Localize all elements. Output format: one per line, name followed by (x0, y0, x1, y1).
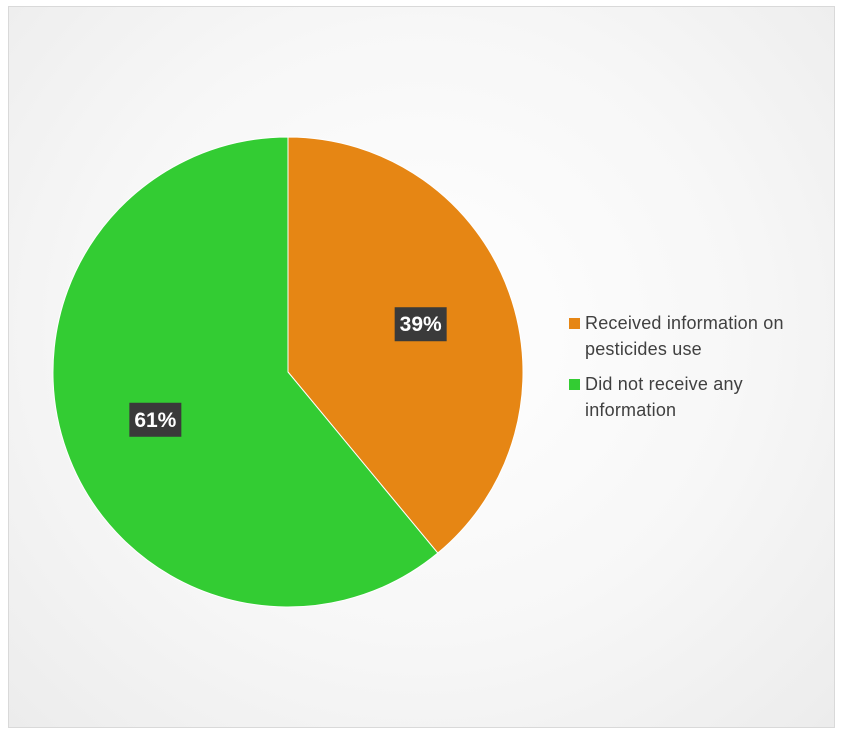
data-label-received-box (394, 307, 447, 342)
legend-label-received: Received information on pesticides use (585, 313, 784, 359)
pie-slice-not-received (52, 136, 439, 608)
data-label-not-received: 61% (129, 402, 182, 437)
legend: Received information on pesticides use D… (569, 310, 834, 432)
data-label-received-text: 39% (400, 313, 442, 336)
legend-label-not-received: Did not receive any information (585, 374, 743, 420)
data-label-received: 39% (394, 307, 447, 342)
data-label-not-received-box (129, 402, 182, 437)
pie-slice-received (287, 136, 524, 554)
chart-area: 39% 61% Received information on pesticide… (8, 6, 835, 728)
pie-chart: 39% 61% (52, 136, 524, 608)
data-label-not-received-text: 61% (134, 409, 176, 432)
legend-item-not-received: Did not receive any information (569, 371, 834, 423)
legend-swatch-not-received (569, 379, 580, 390)
legend-swatch-received (569, 318, 580, 329)
legend-item-received: Received information on pesticides use (569, 310, 834, 362)
